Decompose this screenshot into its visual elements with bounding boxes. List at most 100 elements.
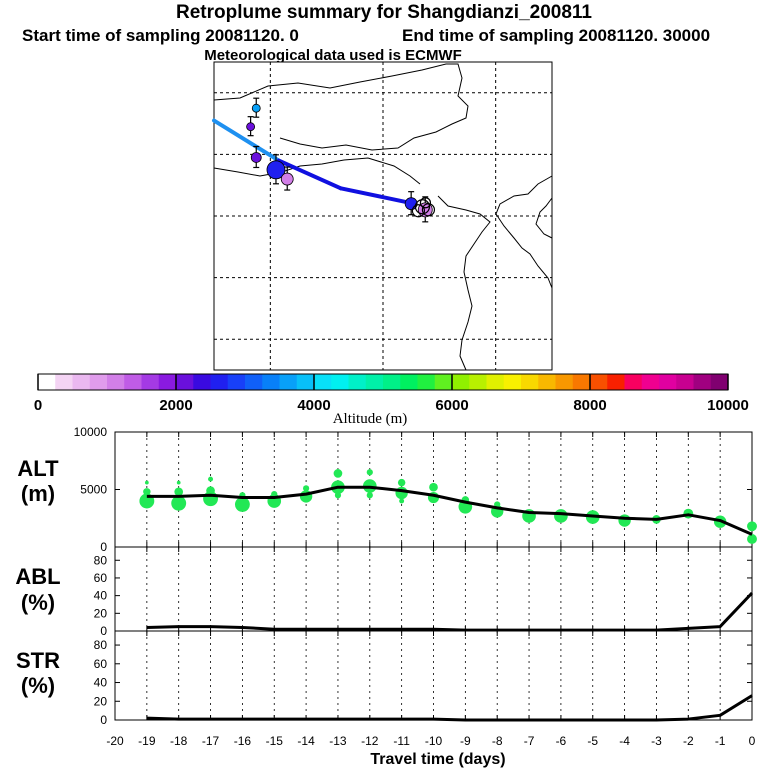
- colorbar-cell: [89, 374, 108, 390]
- alt-ylabel: (m): [21, 481, 55, 506]
- colorbar-tick-label: 8000: [573, 397, 606, 414]
- colorbar-cell: [693, 374, 712, 390]
- colorbar-cell: [227, 374, 246, 390]
- y-tick-label: 80: [94, 553, 108, 567]
- alt-point: [334, 492, 342, 499]
- alt-point: [176, 480, 181, 485]
- cluster-marker: [251, 97, 261, 118]
- colorbar-cell: [72, 374, 91, 390]
- alt-point: [747, 533, 757, 544]
- x-tick-label: -1: [715, 734, 726, 748]
- alt-title: ALT: [17, 456, 59, 481]
- str-panel: 80 60 40 20 0: [94, 630, 753, 727]
- x-axis: -20 -19 -18 -17 -16 -15 -14 -13 -12 -11 -10 -9 -8 -7-…: [106, 734, 755, 748]
- colorbar-cell: [641, 374, 660, 390]
- colorbar-cell: [279, 374, 298, 390]
- alt-point: [143, 488, 151, 496]
- colorbar-tick-label: 6000: [435, 397, 468, 414]
- x-tick-label: -5: [587, 734, 598, 748]
- colorbar-cell: [383, 374, 401, 390]
- map-panel: [212, 61, 553, 371]
- alt-point: [554, 509, 568, 523]
- alt-series-line: [146, 485, 753, 536]
- colorbar-cell: [176, 374, 194, 390]
- colorbar-cell: [107, 374, 125, 390]
- alt-panel: 10000 5000 0: [74, 425, 757, 554]
- alt-point: [395, 486, 408, 500]
- y-tick-label: 10000: [74, 425, 108, 439]
- alt-point: [171, 495, 187, 511]
- x-tick-label: -14: [297, 734, 315, 748]
- x-tick-label: 0: [749, 734, 756, 748]
- trajectory-segment: [338, 186, 416, 206]
- alt-point: [494, 501, 501, 508]
- alt-point: [399, 498, 405, 504]
- x-tick-label: -8: [492, 734, 503, 748]
- border-line-south: [213, 157, 421, 185]
- abl-panel: 80 60 40 20 0: [94, 546, 754, 638]
- abl-ylabel: (%): [21, 590, 55, 615]
- alt-point: [366, 469, 373, 476]
- x-tick-label: -7: [524, 734, 535, 748]
- alt-point: [234, 497, 250, 512]
- cluster-marker: [250, 145, 262, 169]
- colorbar-label: Altitude (m): [333, 411, 408, 427]
- trajectory-segment: [212, 118, 281, 163]
- alt-point: [303, 485, 310, 492]
- y-tick-label: 5000: [80, 483, 107, 497]
- alt-point: [429, 482, 438, 492]
- coastline: [495, 175, 553, 289]
- colorbar-cell: [659, 374, 677, 390]
- x-tick-label: -6: [556, 734, 567, 748]
- colorbar-cell: [158, 374, 177, 390]
- x-tick-label: -18: [170, 734, 188, 748]
- colorbar-cell: [55, 374, 73, 390]
- cluster-marker: [280, 166, 294, 191]
- str-series-line: [146, 694, 753, 722]
- colorbar-cell: [503, 374, 522, 390]
- x-tick-label: -4: [619, 734, 630, 748]
- colorbar-cell: [538, 374, 556, 390]
- trajectory: [212, 118, 416, 206]
- y-tick-label: 20: [94, 694, 108, 708]
- colorbar-cell: [434, 374, 453, 390]
- x-tick-label: -17: [202, 734, 220, 748]
- colorbar-cell: [486, 374, 505, 390]
- x-tick-label: -12: [361, 734, 379, 748]
- colorbar-cell: [607, 374, 625, 390]
- cluster-marker: [404, 191, 418, 216]
- colorbar-cell: [676, 374, 694, 390]
- colorbar-cell: [417, 374, 436, 390]
- y-tick-label: 80: [94, 638, 108, 652]
- y-tick-label: 0: [100, 540, 107, 554]
- trajectory-segment: [276, 158, 343, 191]
- x-tick-label: -2: [683, 734, 694, 748]
- x-tick-label: -3: [651, 734, 662, 748]
- met-data-label: Meteorological data used is ECMWF: [204, 47, 462, 64]
- y-tick-label: 0: [100, 713, 107, 727]
- x-tick-label: -10: [425, 734, 443, 748]
- receptor-ring: [421, 203, 436, 217]
- colorbar-cell: [710, 374, 729, 390]
- alt-point: [208, 476, 214, 482]
- colorbar-cell: [38, 374, 56, 390]
- coastline-bay: [437, 195, 491, 371]
- abl-title: ABL: [15, 564, 60, 589]
- x-tick-label: -11: [393, 734, 410, 748]
- colorbar-cell: [314, 374, 332, 390]
- x-tick-label: -15: [266, 734, 284, 748]
- colorbar-cell: [193, 374, 211, 390]
- colorbar-cell: [365, 374, 384, 390]
- alt-point: [333, 469, 343, 478]
- colorbar-cell: [210, 374, 229, 390]
- colorbar-cell: [555, 374, 574, 390]
- colorbar-tick-label: 10000: [707, 397, 749, 414]
- alt-point: [618, 514, 631, 527]
- alt-point: [174, 487, 184, 497]
- colorbar-tick-label: 0: [34, 397, 42, 414]
- str-ylabel: (%): [21, 673, 55, 698]
- alt-point: [206, 486, 215, 495]
- alt-point: [397, 478, 406, 487]
- colorbar-cell: [262, 374, 280, 390]
